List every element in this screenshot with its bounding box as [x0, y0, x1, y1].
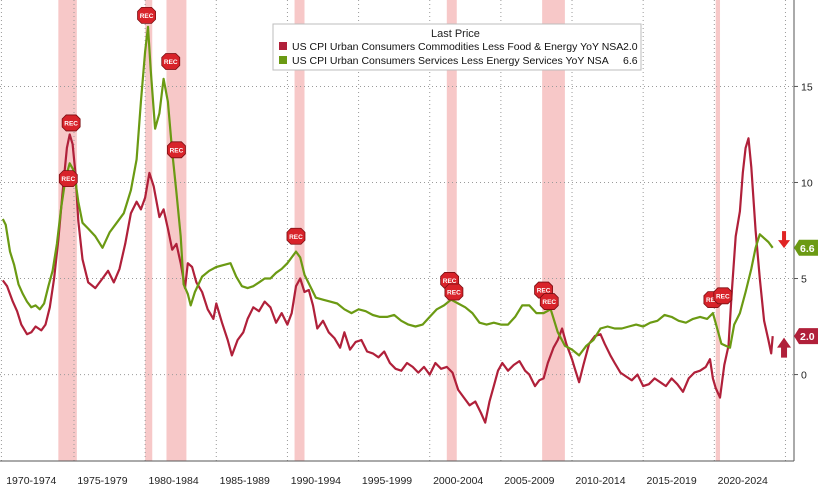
rec-marker-label: REC	[64, 120, 78, 127]
legend-title: Last Price	[431, 28, 480, 40]
recession-band-4	[446, 0, 457, 461]
last-price-badge-label: 2.0	[800, 331, 815, 343]
last-price-badge-shape	[794, 328, 818, 345]
rec-marker-label: REC	[164, 59, 178, 66]
rec-marker-label: REC	[170, 147, 184, 154]
legend: Last Price US CPI Urban Consumers Commod…	[272, 23, 642, 71]
y-tick-label: 10	[801, 177, 813, 189]
x-tick-label: 1995-1999	[362, 475, 412, 487]
rec-marker-shape	[539, 293, 559, 310]
x-tick-label: 2020-2024	[718, 475, 768, 487]
rec-marker-label: REC	[443, 278, 457, 285]
rec-marker-label: REC	[537, 288, 551, 295]
rec-marker: REC	[167, 141, 186, 159]
legend-value-commodities: 2.0	[623, 41, 638, 53]
rec-marker-shape	[286, 227, 306, 245]
x-tick-label: 1980-1984	[148, 475, 198, 487]
rec-marker: REC	[58, 170, 78, 188]
rec-marker: REC	[539, 293, 559, 310]
rec-marker-shape	[58, 170, 78, 188]
y-tick-label: 0	[801, 370, 807, 382]
y-tick-label: 5	[801, 274, 807, 286]
rec-marker-label: REC	[61, 176, 75, 183]
x-tick-label: 2015-2019	[647, 475, 697, 487]
x-tick-label: 1975-1979	[77, 475, 127, 487]
x-tick-label: 2000-2004	[433, 475, 483, 487]
rec-marker-shape	[137, 6, 156, 24]
rec-marker-label: REC	[542, 299, 556, 306]
rec-marker: REC	[713, 287, 733, 305]
legend-label-commodities: US CPI Urban Consumers Commodities Less …	[292, 41, 623, 53]
last-price-badge-label: 6.6	[800, 243, 815, 255]
legend-swatch-commodities	[279, 42, 287, 50]
last-price-badge: 2.0	[794, 328, 818, 345]
rec-marker: REC	[137, 6, 156, 24]
last-price-badges: 6.6 2.0	[777, 231, 818, 358]
rec-marker-label: REC	[447, 289, 461, 296]
last-price-badge-shape	[794, 239, 818, 256]
rec-marker-label: REC	[289, 234, 303, 241]
legend-swatch-services	[279, 56, 287, 64]
legend-label-services: US CPI Urban Consumers Services Less Ene…	[292, 55, 609, 67]
up-arrow-icon	[777, 337, 792, 358]
series-lines	[1, 25, 774, 424]
rec-marker-shape	[167, 141, 186, 159]
last-price-badge: 6.6	[794, 239, 818, 256]
axes: 0 5 10 15 1970-1974 1975-1979 1980-1984 1985-19…	[0, 0, 813, 487]
rec-marker-shape	[161, 53, 181, 70]
rec-marker: REC	[161, 53, 181, 70]
x-tick-label: 2005-2009	[504, 475, 554, 487]
recession-band-6	[715, 0, 721, 461]
x-tick-label: 1990-1994	[291, 475, 341, 487]
rec-marker: REC	[61, 114, 81, 132]
down-arrow-icon	[778, 231, 791, 249]
rec-marker-label: REC	[716, 293, 730, 300]
rec-marker-label: REC	[140, 13, 154, 20]
recession-band-2	[166, 0, 187, 461]
series-line-1	[1, 25, 774, 357]
rec-marker-shape	[444, 283, 464, 301]
rec-marker: REC	[444, 283, 464, 301]
x-tick-label: 1970-1974	[6, 475, 56, 487]
legend-box	[272, 23, 642, 71]
rec-marker-shape	[713, 287, 733, 305]
recession-band-1	[145, 0, 153, 461]
series-line-0	[1, 133, 774, 424]
x-tick-label: 1985-1989	[220, 475, 270, 487]
rec-marker-label: REC	[706, 297, 720, 304]
y-tick-label: 15	[801, 81, 813, 93]
gridlines	[0, 0, 794, 461]
rec-marker-shape	[61, 114, 81, 132]
legend-value-services: 6.6	[623, 55, 638, 67]
x-tick-label: 2010-2014	[575, 475, 625, 487]
recession-band-5	[542, 0, 565, 461]
rec-marker: REC	[286, 227, 306, 245]
recession-band-0	[58, 0, 77, 461]
